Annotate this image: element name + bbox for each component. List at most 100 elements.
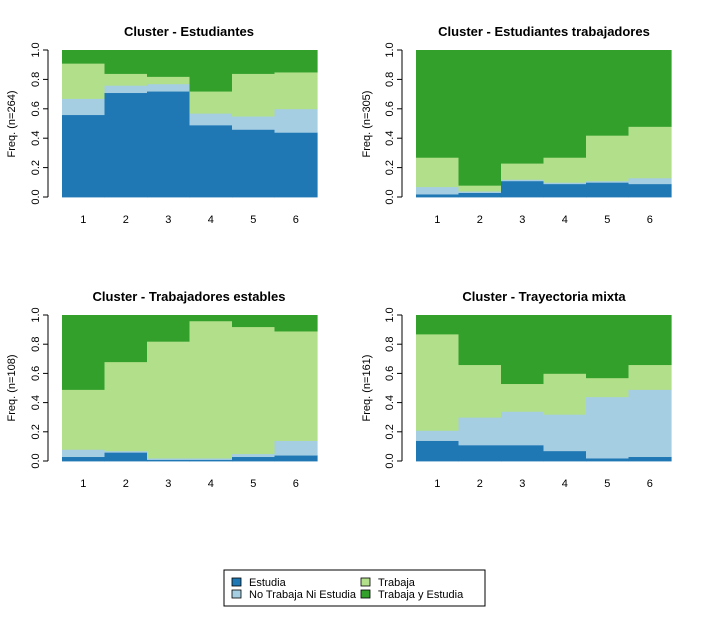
y-tick-label: 0.2 bbox=[30, 160, 42, 175]
segment-estudia-5 bbox=[232, 129, 276, 198]
y-tick-label: 1.0 bbox=[384, 307, 396, 322]
segment-trabaja-y-estudia-1 bbox=[62, 315, 106, 390]
segment-estudia-5 bbox=[586, 182, 630, 198]
segment-trabaja-y-estudia-4 bbox=[543, 50, 587, 158]
x-tick-label: 3 bbox=[165, 478, 171, 490]
segment-trabaja-y-estudia-2 bbox=[104, 315, 148, 363]
y-tick-label: 0.2 bbox=[30, 424, 42, 439]
y-tick-label: 0.8 bbox=[384, 337, 396, 352]
legend-label: Trabaja bbox=[378, 577, 416, 589]
x-tick-label: 3 bbox=[165, 214, 171, 226]
segment-no-trabaja-ni-estudia-4 bbox=[543, 182, 587, 185]
segment-estudia-5 bbox=[586, 458, 630, 462]
segment-no-trabaja-ni-estudia-2 bbox=[104, 85, 148, 94]
segment-trabaja-3 bbox=[147, 76, 191, 85]
segment-estudia-6 bbox=[628, 456, 672, 462]
segment-trabaja-4 bbox=[543, 157, 587, 183]
segment-no-trabaja-ni-estudia-3 bbox=[147, 458, 191, 460]
segment-trabaja-y-estudia-4 bbox=[189, 315, 233, 322]
x-tick-label: 4 bbox=[208, 478, 214, 490]
panel-title: Cluster - Estudiantes trabajadores bbox=[438, 24, 650, 39]
segment-no-trabaja-ni-estudia-2 bbox=[458, 191, 502, 193]
y-tick-label: 0.8 bbox=[30, 337, 42, 352]
segment-no-trabaja-ni-estudia-3 bbox=[501, 411, 545, 446]
segment-no-trabaja-ni-estudia-1 bbox=[416, 186, 460, 195]
panel-title: Cluster - Trabajadores estables bbox=[93, 289, 286, 304]
y-tick-label: 0.8 bbox=[384, 72, 396, 87]
segment-trabaja-y-estudia-5 bbox=[586, 315, 630, 379]
x-tick-label: 5 bbox=[604, 214, 610, 226]
legend-swatch bbox=[231, 577, 242, 587]
segment-no-trabaja-ni-estudia-5 bbox=[586, 396, 630, 459]
segment-trabaja-y-estudia-1 bbox=[62, 50, 106, 64]
segment-estudia-2 bbox=[104, 452, 148, 462]
y-tick-label: 0.2 bbox=[384, 160, 396, 175]
segment-estudia-1 bbox=[416, 194, 460, 198]
y-axis-label: Freq. (n=161) bbox=[361, 355, 373, 422]
y-tick-label: 0.0 bbox=[384, 453, 396, 468]
x-tick-label: 1 bbox=[80, 478, 86, 490]
x-tick-label: 4 bbox=[208, 214, 214, 226]
segment-estudia-5 bbox=[232, 456, 276, 462]
x-tick-label: 1 bbox=[434, 478, 440, 490]
segment-trabaja-3 bbox=[147, 341, 191, 459]
y-axis-label: Freq. (n=305) bbox=[361, 91, 373, 158]
segment-estudia-3 bbox=[147, 459, 191, 462]
x-tick-label: 2 bbox=[477, 478, 483, 490]
segment-no-trabaja-ni-estudia-6 bbox=[628, 389, 672, 458]
segment-no-trabaja-ni-estudia-2 bbox=[458, 417, 502, 446]
chart-panel-3: Cluster - Trabajadores estables 0.0 0.2 0.4… bbox=[6, 289, 318, 490]
chart-panels: Cluster - Estudiantes 0.0 0.2 0.4 0.6 0.8 1.0 F… bbox=[6, 24, 672, 490]
chart-legend: Estudia Trabaja No Trabaja Ni Estudia Traba… bbox=[223, 569, 486, 607]
y-tick-label: 0.6 bbox=[384, 101, 396, 116]
segment-estudia-3 bbox=[501, 444, 545, 462]
legend-swatch bbox=[360, 589, 371, 599]
x-tick-label: 3 bbox=[519, 214, 525, 226]
segment-estudia-4 bbox=[543, 183, 587, 198]
segment-trabaja-1 bbox=[62, 389, 106, 450]
y-tick-label: 0.0 bbox=[30, 189, 42, 204]
segment-trabaja-6 bbox=[274, 72, 318, 110]
segment-no-trabaja-ni-estudia-5 bbox=[232, 453, 276, 458]
segment-trabaja-y-estudia-3 bbox=[501, 315, 545, 385]
segment-trabaja-5 bbox=[232, 73, 276, 117]
segment-no-trabaja-ni-estudia-6 bbox=[274, 440, 318, 456]
segment-trabaja-y-estudia-6 bbox=[628, 315, 672, 366]
x-tick-label: 6 bbox=[293, 478, 299, 490]
x-tick-label: 6 bbox=[647, 478, 653, 490]
segment-estudia-6 bbox=[628, 183, 672, 198]
segment-trabaja-y-estudia-5 bbox=[232, 50, 276, 74]
segment-trabaja-y-estudia-4 bbox=[189, 50, 233, 92]
legend-swatch bbox=[360, 577, 371, 587]
y-axis-label: Freq. (n=264) bbox=[6, 91, 18, 158]
x-tick-label: 1 bbox=[434, 214, 440, 226]
segment-no-trabaja-ni-estudia-4 bbox=[543, 414, 587, 452]
segment-no-trabaja-ni-estudia-3 bbox=[501, 179, 545, 182]
segment-trabaja-y-estudia-5 bbox=[232, 315, 276, 328]
segment-trabaja-1 bbox=[62, 63, 106, 99]
segment-trabaja-y-estudia-5 bbox=[586, 50, 630, 136]
segment-trabaja-y-estudia-6 bbox=[628, 50, 672, 127]
panel-title: Cluster - Estudiantes bbox=[124, 24, 254, 39]
y-tick-label: 0.4 bbox=[384, 395, 396, 410]
segment-trabaja-y-estudia-6 bbox=[274, 315, 318, 332]
segment-estudia-4 bbox=[189, 459, 233, 462]
y-tick-label: 0.8 bbox=[30, 72, 42, 87]
legend-swatch bbox=[231, 589, 242, 599]
segment-trabaja-6 bbox=[628, 126, 672, 179]
segment-trabaja-y-estudia-1 bbox=[416, 315, 460, 335]
segment-no-trabaja-ni-estudia-4 bbox=[189, 458, 233, 460]
x-tick-label: 4 bbox=[562, 214, 568, 226]
segment-trabaja-y-estudia-2 bbox=[458, 315, 502, 366]
panel-title: Cluster - Trayectoria mixta bbox=[462, 289, 626, 304]
segment-trabaja-y-estudia-6 bbox=[274, 50, 318, 73]
segment-trabaja-5 bbox=[586, 377, 630, 398]
segment-estudia-3 bbox=[501, 180, 545, 198]
segment-trabaja-5 bbox=[586, 135, 630, 182]
segment-estudia-1 bbox=[62, 114, 106, 198]
segment-no-trabaja-ni-estudia-2 bbox=[104, 450, 148, 453]
segment-trabaja-6 bbox=[628, 364, 672, 390]
segment-trabaja-2 bbox=[458, 185, 502, 192]
segment-no-trabaja-ni-estudia-6 bbox=[628, 177, 672, 185]
segment-no-trabaja-ni-estudia-1 bbox=[416, 430, 460, 441]
